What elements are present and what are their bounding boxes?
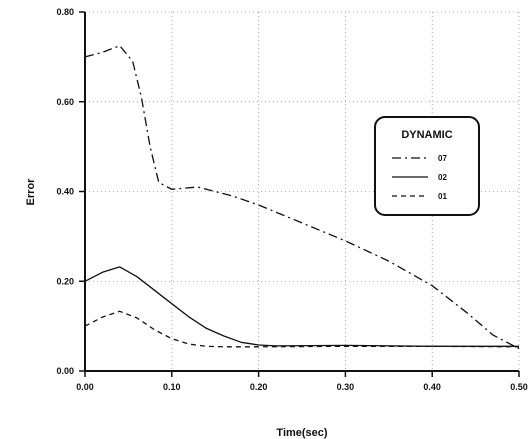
series-line-01: [84, 310, 520, 348]
y-tick-label: 0.80: [56, 7, 74, 17]
grid-lines: [85, 11, 520, 371]
y-tick-label: 0.00: [56, 366, 74, 376]
series-line-02: [84, 266, 519, 347]
series-layer: [84, 45, 520, 350]
y-tick-label: 0.40: [56, 187, 74, 197]
x-tick-label: 0.00: [76, 382, 94, 392]
legend: DYNAMIC 07 02 01: [374, 116, 480, 216]
x-tick-label: 0.40: [423, 382, 441, 392]
x-tick-label: 0.20: [250, 382, 268, 392]
x-tick-label: 0.30: [337, 382, 355, 392]
y-tick-label: 0.20: [56, 276, 74, 286]
x-axis-label: Time(sec): [276, 427, 327, 439]
y-axis-label: Error: [25, 178, 37, 206]
legend-entries: 07 02 01: [392, 154, 447, 201]
x-tick-label: 0.10: [163, 382, 181, 392]
legend-title: DYNAMIC: [401, 129, 452, 141]
legend-box: [374, 116, 480, 216]
legend-label-02: 02: [438, 173, 447, 182]
legend-label-01: 01: [438, 192, 447, 201]
y-tick-label: 0.60: [56, 97, 74, 107]
legend-label-07: 07: [438, 154, 447, 163]
axis-ticks: 0.00 0.20 0.40 0.60 0.80 0.00 0.10 0.20 0.30 0.40…: [56, 7, 527, 392]
x-tick-label: 0.50: [510, 382, 528, 392]
